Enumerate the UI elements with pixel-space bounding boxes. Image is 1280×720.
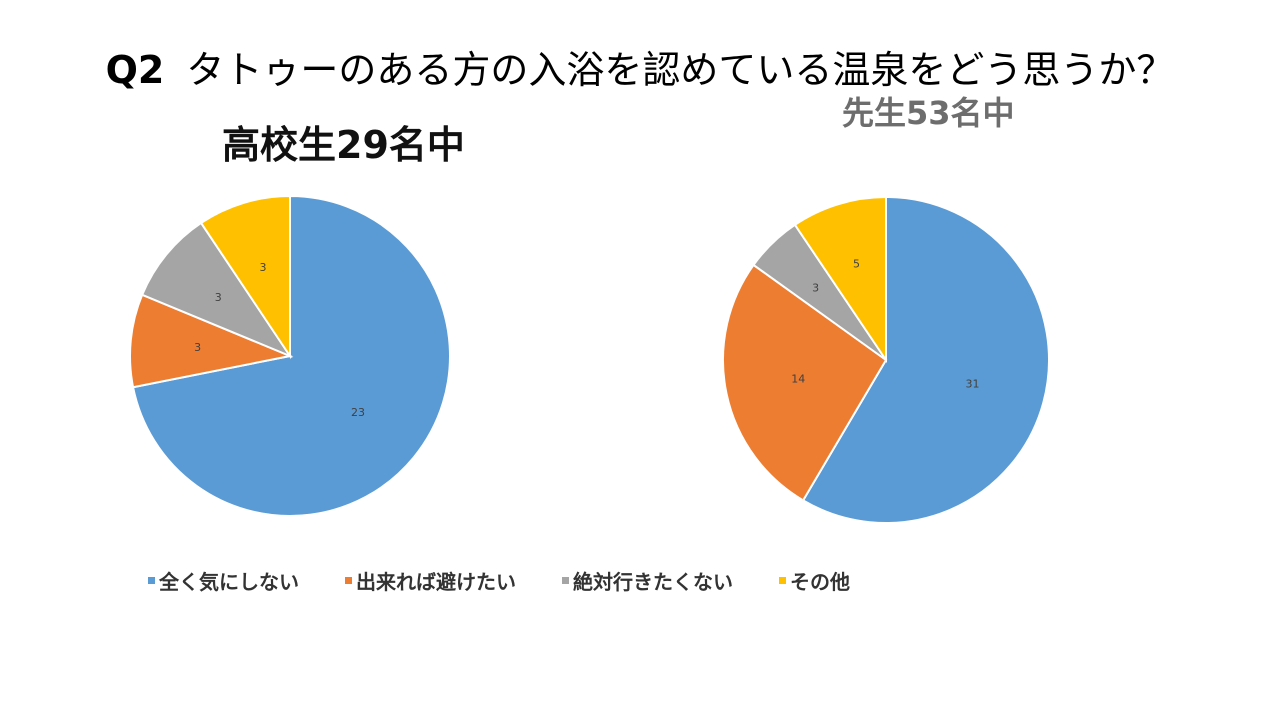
pie-data-label-students-3: 3 xyxy=(260,261,267,274)
question-text: タトゥーのある方の入浴を認めている温泉をどう思うか？ xyxy=(186,48,1175,92)
legend-label: その他 xyxy=(790,570,850,594)
pie-data-label-students-1: 3 xyxy=(194,341,201,354)
legend-swatch-yellow xyxy=(779,577,786,584)
pie-slice-students-2 xyxy=(140,221,293,359)
legend-swatch-gray xyxy=(562,577,569,584)
pie-data-label-teachers-3: 5 xyxy=(853,257,860,270)
pie-data-label-teachers-0: 31 xyxy=(965,378,979,391)
pie-data-label-teachers-2: 3 xyxy=(812,281,819,294)
legend-item-never-go: 絶対行きたくない xyxy=(562,566,733,595)
chart-title-students: 高校生29名中 xyxy=(222,123,465,167)
legend-label: 絶対行きたくない xyxy=(573,570,733,594)
pie-slice-teachers-0 xyxy=(801,195,1050,524)
question-number: Q2 xyxy=(105,48,165,92)
pie-slice-teachers-3 xyxy=(793,195,887,364)
pie-slice-teachers-1 xyxy=(722,263,888,502)
chart-legend: 全く気にしない 出来れば避けたい 絶対行きたくない その他 xyxy=(148,566,896,595)
slide-title: Q2 タトゥーのある方の入浴を認めている温泉をどう思うか？ xyxy=(0,46,1280,94)
legend-item-other: その他 xyxy=(779,566,850,595)
chart-title-teachers: 先生53名中 xyxy=(842,94,1015,132)
pie-data-label-teachers-1: 14 xyxy=(791,372,805,385)
pie-chart-teachers: 31 14 3 5 xyxy=(722,195,1050,524)
pie-slice-students-3 xyxy=(199,194,291,360)
pie-data-label-students-2: 3 xyxy=(215,291,222,304)
legend-label: 全く気にしない xyxy=(159,570,299,594)
legend-label: 出来れば避けたい xyxy=(356,570,516,594)
legend-swatch-orange xyxy=(345,577,352,584)
pie-slice-students-1 xyxy=(129,293,294,389)
legend-item-not-mind: 全く気にしない xyxy=(148,566,299,595)
pie-chart-students: 23 3 3 3 xyxy=(129,194,451,517)
pie-data-label-students-0: 23 xyxy=(351,406,365,419)
legend-swatch-blue xyxy=(148,577,155,584)
legend-item-avoid: 出来れば避けたい xyxy=(345,566,516,595)
